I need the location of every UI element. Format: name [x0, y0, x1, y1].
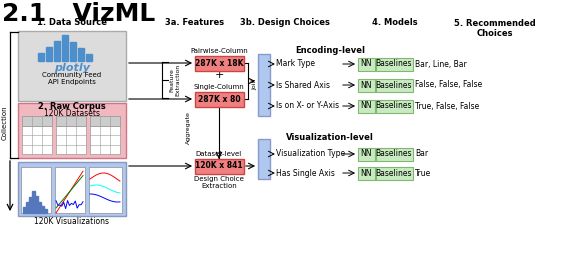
- Text: NN: NN: [360, 81, 372, 89]
- Bar: [55, 167, 85, 213]
- Text: 5. Recommended
Choices: 5. Recommended Choices: [454, 19, 536, 38]
- Text: 287K x 80: 287K x 80: [198, 94, 240, 104]
- Bar: [35, 196, 38, 213]
- Text: Single-Column: Single-Column: [194, 84, 244, 90]
- Text: Has Single Axis: Has Single Axis: [276, 169, 335, 177]
- Text: 3a. Features: 3a. Features: [165, 18, 225, 27]
- Bar: [54, 41, 60, 61]
- FancyBboxPatch shape: [358, 147, 375, 161]
- Text: 120K Datasets: 120K Datasets: [44, 109, 100, 118]
- Bar: [56, 116, 86, 154]
- Text: True, False, False: True, False, False: [415, 102, 479, 110]
- Bar: [70, 42, 76, 61]
- FancyBboxPatch shape: [18, 162, 126, 216]
- Text: NN: NN: [360, 60, 372, 68]
- Text: Pairwise-Column: Pairwise-Column: [190, 48, 248, 54]
- Text: 287K x 18K: 287K x 18K: [195, 59, 243, 68]
- Text: +: +: [214, 70, 224, 80]
- FancyBboxPatch shape: [195, 92, 243, 107]
- Bar: [26, 202, 28, 213]
- Text: Bar: Bar: [415, 150, 428, 158]
- Text: 2. Raw Corpus: 2. Raw Corpus: [38, 102, 106, 111]
- Bar: [46, 47, 52, 61]
- Bar: [56, 116, 86, 126]
- Text: Aggregate: Aggregate: [186, 112, 191, 144]
- Bar: [90, 116, 120, 126]
- FancyBboxPatch shape: [376, 100, 413, 113]
- Text: Join: Join: [253, 78, 258, 90]
- FancyBboxPatch shape: [358, 57, 375, 70]
- Text: Dataset-level: Dataset-level: [196, 151, 242, 157]
- Text: Baselines: Baselines: [376, 81, 412, 89]
- Text: 120K x 841: 120K x 841: [195, 161, 243, 171]
- Text: Is on X- or Y-Axis: Is on X- or Y-Axis: [276, 102, 339, 110]
- FancyBboxPatch shape: [358, 78, 375, 92]
- Text: Community Feed
API Endpoints: Community Feed API Endpoints: [42, 72, 102, 85]
- Text: Baselines: Baselines: [376, 169, 412, 177]
- FancyBboxPatch shape: [195, 55, 243, 70]
- Bar: [32, 191, 35, 213]
- Text: Feature
Extraction: Feature Extraction: [169, 64, 180, 96]
- Text: Baselines: Baselines: [376, 60, 412, 68]
- Text: Bar, Line, Bar: Bar, Line, Bar: [415, 60, 467, 68]
- Text: 3b. Design Choices: 3b. Design Choices: [240, 18, 330, 27]
- Bar: [62, 35, 68, 61]
- Text: 2.1   VizML: 2.1 VizML: [2, 2, 155, 26]
- Text: NN: NN: [360, 169, 372, 177]
- Text: Baselines: Baselines: [376, 102, 412, 110]
- Bar: [41, 206, 43, 213]
- Bar: [90, 116, 120, 154]
- Bar: [44, 209, 46, 213]
- Text: NN: NN: [360, 150, 372, 158]
- FancyBboxPatch shape: [18, 31, 126, 101]
- Text: Mark Type: Mark Type: [276, 60, 315, 68]
- Text: Baselines: Baselines: [376, 150, 412, 158]
- FancyBboxPatch shape: [195, 158, 243, 174]
- Text: NN: NN: [360, 102, 372, 110]
- Text: False, False, False: False, False, False: [415, 81, 482, 89]
- Text: Design Choice
Extraction: Design Choice Extraction: [194, 176, 244, 189]
- Bar: [29, 197, 31, 213]
- FancyBboxPatch shape: [376, 147, 413, 161]
- Text: Encoding-level: Encoding-level: [295, 46, 365, 55]
- FancyBboxPatch shape: [376, 166, 413, 179]
- Bar: [89, 167, 122, 213]
- Bar: [23, 207, 25, 213]
- Text: 120K Visualizations: 120K Visualizations: [35, 217, 109, 226]
- FancyBboxPatch shape: [18, 103, 126, 158]
- Bar: [22, 116, 52, 154]
- Text: Visualization-level: Visualization-level: [286, 133, 374, 142]
- FancyBboxPatch shape: [258, 54, 270, 116]
- FancyBboxPatch shape: [376, 57, 413, 70]
- Bar: [22, 116, 52, 126]
- FancyBboxPatch shape: [376, 78, 413, 92]
- Text: Is Shared Axis: Is Shared Axis: [276, 81, 330, 89]
- Bar: [86, 54, 92, 61]
- Bar: [78, 48, 84, 61]
- Text: 1. Data Source: 1. Data Source: [37, 18, 107, 27]
- FancyBboxPatch shape: [358, 166, 375, 179]
- Text: Visualization Type: Visualization Type: [276, 150, 345, 158]
- Text: 4. Models: 4. Models: [372, 18, 418, 27]
- Text: plotly: plotly: [54, 63, 90, 73]
- FancyBboxPatch shape: [358, 100, 375, 113]
- Bar: [38, 202, 40, 213]
- Text: Collection: Collection: [2, 106, 8, 140]
- Text: True: True: [415, 169, 431, 177]
- Bar: [38, 53, 44, 61]
- Bar: [21, 167, 51, 213]
- FancyBboxPatch shape: [258, 139, 270, 179]
